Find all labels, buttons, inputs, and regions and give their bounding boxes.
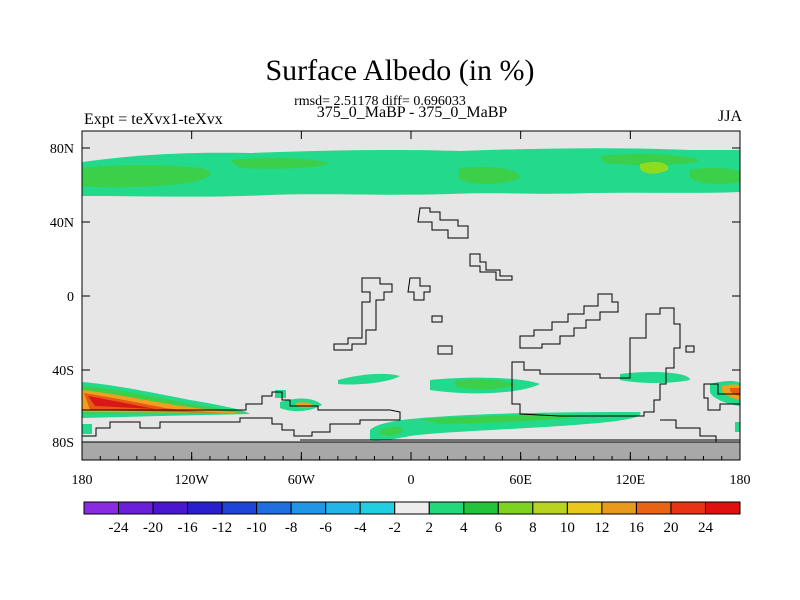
north-band-patch — [82, 165, 211, 188]
colorbar-swatch — [290, 501, 327, 515]
coastline — [437, 345, 453, 355]
colorbar-label: 2 — [426, 520, 434, 536]
missing-data-band — [82, 442, 740, 460]
coastline — [519, 293, 619, 349]
colorbar-label: -6 — [319, 520, 332, 536]
colorbar: -24 -20 -16 -12 -10 -8 -6 -4 -2 2 4 6 8 10 12 16 20 24 — [83, 501, 741, 536]
coastline — [511, 307, 681, 417]
south-band-patch — [84, 393, 225, 413]
colorbar-swatch — [635, 501, 672, 515]
colorbar-label: 6 — [495, 520, 503, 536]
colorbar-swatch — [704, 501, 741, 515]
stats-line: rmsd= 2.51178 diff= 0.696033 — [294, 94, 466, 109]
lon-tick-label: 60E — [509, 473, 532, 488]
colorbar-swatch — [256, 501, 292, 515]
coastline — [417, 207, 469, 239]
coastline — [333, 277, 393, 351]
lat-tick-label: 80N — [50, 142, 74, 157]
colorbar-label: 20 — [663, 520, 678, 536]
lon-tick-label: 180 — [72, 473, 93, 488]
antarctic-band — [735, 422, 740, 432]
colorbar-label: 4 — [460, 520, 468, 536]
lat-tick-label: 40N — [50, 216, 74, 231]
lat-tick-label: 80S — [52, 436, 74, 451]
coastlines — [82, 207, 741, 443]
lon-tick-label: 120W — [175, 473, 210, 488]
colorbar-swatch — [83, 501, 120, 515]
colorbar-label: 16 — [629, 520, 645, 536]
antarctic-band — [420, 415, 590, 424]
south-band-patch — [88, 396, 155, 409]
coastline — [431, 315, 443, 323]
colorbar-swatch — [497, 501, 534, 515]
experiment-label: Expt = teXvx1-teXvx — [84, 111, 223, 128]
coastline — [685, 345, 695, 353]
colorbar-swatch — [394, 501, 430, 515]
southern-ocean-band — [455, 379, 515, 390]
colorbar-swatch — [670, 501, 706, 515]
coastline — [82, 391, 401, 437]
coastline — [703, 383, 741, 411]
colorbar-label: -10 — [247, 520, 267, 536]
lon-tick-label: 180 — [730, 473, 751, 488]
antarctic-band — [380, 427, 404, 436]
north-band-patch — [458, 166, 520, 184]
colorbar-label: -4 — [354, 520, 367, 536]
colorbar-swatch — [118, 501, 154, 515]
colorbar-label: 12 — [594, 520, 609, 536]
lat-tick-label: 40S — [52, 364, 74, 379]
south-band-patch — [82, 424, 92, 434]
colorbar-label: -24 — [109, 520, 129, 536]
colorbar-label: 10 — [560, 520, 575, 536]
lon-tick-label: 0 — [408, 473, 415, 488]
southern-ocean-band — [338, 373, 400, 385]
colorbar-swatch — [463, 501, 499, 515]
season-label: JJA — [717, 108, 742, 125]
comparison-label: 375_0_MaBP - 375_0_MaBP — [316, 104, 508, 121]
colorbar-label: -16 — [178, 520, 198, 536]
coastline — [660, 419, 717, 442]
colorbar-swatch — [359, 501, 396, 515]
colorbar-swatch — [325, 501, 361, 515]
colorbar-label: -8 — [285, 520, 298, 536]
latitude-axis: 80N 40N 0 40S 80S — [50, 142, 740, 451]
plot-area — [81, 130, 741, 461]
coastline — [469, 253, 513, 281]
colorbar-swatch — [221, 501, 258, 515]
lon-tick-label: 120E — [616, 473, 646, 488]
colorbar-swatch — [187, 501, 223, 515]
south-band-patch — [275, 390, 286, 398]
colorbar-label: 8 — [529, 520, 537, 536]
longitude-axis: 180 120W 60W 0 60E 120E 180 — [72, 131, 751, 488]
colorbar-label: -20 — [143, 520, 163, 536]
coastline — [407, 277, 431, 301]
north-band-patch — [230, 157, 330, 169]
southern-ocean-band — [620, 372, 690, 383]
map-title: Surface Albedo (in %) — [265, 54, 535, 87]
colorbar-label: 24 — [698, 520, 714, 536]
north-band-patch — [600, 153, 700, 165]
colorbar-label: -2 — [388, 520, 401, 536]
colorbar-swatch — [152, 501, 189, 515]
colorbar-swatch — [532, 501, 568, 515]
north-band-patch — [640, 162, 669, 174]
north-band-patch — [690, 167, 740, 185]
colorbar-swatch — [428, 501, 465, 515]
lon-tick-label: 60W — [288, 473, 316, 488]
colorbar-swatch — [566, 501, 603, 515]
colorbar-swatch — [601, 501, 637, 515]
colorbar-label: -12 — [212, 520, 232, 536]
lat-tick-label: 0 — [67, 290, 74, 305]
